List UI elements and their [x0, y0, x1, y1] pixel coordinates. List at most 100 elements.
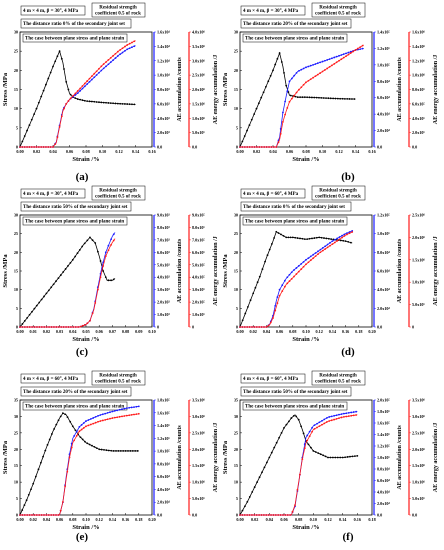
stress-point [246, 129, 248, 132]
y-tick-label: 30 [234, 30, 238, 35]
x-tick-label: 0.02 [30, 517, 37, 522]
ae_energy-point [60, 115, 63, 118]
ae_counts-point [114, 57, 117, 59]
ae_energy-point [28, 326, 31, 328]
plot-frame [19, 214, 153, 328]
ae-energy-tick-label: 0.0 [412, 145, 417, 150]
stress-point [250, 118, 253, 121]
ae_energy-point [40, 514, 43, 516]
ae-counts-tick-label: 5.0x10³ [157, 262, 171, 267]
stress-point [285, 84, 288, 87]
stress-point [306, 238, 309, 241]
ae_counts-point [309, 255, 312, 258]
panel-label: (a) [76, 171, 89, 183]
ae-counts-tick-label: 1.0x10⁵ [377, 231, 391, 236]
ae_energy-point [272, 514, 275, 516]
ae_energy-point [267, 514, 270, 516]
ae-counts-tick-label: 7.0x10³ [157, 237, 171, 242]
ratio-text: The distance ratio 50% of the secondary … [243, 390, 348, 395]
ae_counts-point [336, 237, 339, 240]
panel-a: 4 m × 4 m, β = 30°, 4 MPa Residual streng… [2, 2, 219, 183]
stress-point [83, 242, 86, 245]
info-box [240, 5, 306, 16]
x-tick-label: 0.18 [368, 517, 375, 522]
ae_counts-point [88, 80, 91, 83]
ae_counts-point [86, 83, 89, 85]
stress-point [55, 423, 58, 426]
x-tick-label: 0.02 [33, 149, 40, 154]
ae_energy-point [255, 326, 258, 328]
stress-point [313, 237, 316, 239]
ae_energy-point [270, 146, 273, 148]
ae_counts-point [345, 412, 348, 415]
ae_energy-point [265, 146, 268, 148]
stress-point [270, 451, 273, 454]
ae_energy-point [265, 326, 268, 328]
y-tick-label: 20 [234, 250, 238, 255]
ae_energy-point [340, 58, 343, 61]
ae_energy-point [94, 302, 97, 304]
ae_energy-point [286, 107, 289, 109]
ae_energy-point [303, 447, 306, 450]
ae_counts-point [110, 238, 112, 241]
stress-point [123, 103, 126, 105]
stress-point [318, 236, 321, 239]
ae-energy-tick-label: 9.0x10⁵ [192, 213, 206, 218]
ae_counts-point [320, 419, 323, 422]
ae-counts-axis-label: AE accumulation /counts [177, 57, 183, 122]
ae-counts-tick-label: 1.2x10⁵ [377, 444, 391, 449]
ae_energy-point [42, 146, 45, 148]
info-box [20, 5, 86, 16]
ae_energy-point [356, 47, 359, 50]
stress-point [48, 438, 51, 441]
ae-energy-tick-label: 0 [192, 325, 194, 330]
ae_energy-point [274, 514, 277, 516]
ae_counts-point [300, 262, 303, 265]
x-tick-label: 0.10 [82, 517, 89, 522]
ae-energy-axis-label: AE energy accumulation /J [213, 236, 219, 306]
stress-point [299, 96, 302, 99]
stress-point [268, 456, 271, 459]
stress-point [128, 103, 131, 106]
ae_counts-point [112, 59, 115, 62]
ae_energy-point [107, 249, 110, 252]
stress-point [301, 237, 304, 240]
ae-energy-tick-label: 5.0x10⁵ [192, 262, 206, 267]
ae_energy-point [312, 257, 315, 260]
stress-point [334, 456, 337, 459]
stress-point [37, 468, 40, 471]
ae_energy-point [330, 419, 333, 422]
ae_counts-point [318, 421, 321, 424]
stress-point [296, 96, 299, 99]
y-tick-label: 20 [14, 68, 18, 73]
ae_energy-point [239, 326, 241, 328]
ae_energy-point [67, 326, 70, 328]
y-tick-label: 0 [236, 513, 238, 518]
ae_counts-point [319, 61, 322, 64]
info-header: 4 m × 4 m, β = 60°, 4 MPa Residual streng… [240, 370, 366, 411]
stress-point [258, 476, 261, 479]
ae_energy-point [308, 435, 311, 438]
stress-point [45, 292, 48, 295]
stress-point [289, 94, 292, 97]
ae_energy-point [270, 514, 272, 516]
ae_energy-point [305, 263, 307, 266]
ae_counts-point [85, 420, 87, 422]
ae_counts-point [100, 69, 103, 72]
ae_energy-point [255, 514, 258, 516]
ae_energy-point [248, 514, 251, 516]
ae-counts-tick-label: 0 [157, 325, 159, 330]
ae_energy-point [326, 246, 329, 249]
ae_energy-point [286, 514, 289, 516]
stress-point [327, 456, 329, 459]
stress-point [44, 449, 47, 452]
ae-counts-tick-label: 2.0x10³ [157, 300, 171, 305]
ae_energy-point [301, 458, 304, 461]
stress-point [51, 433, 53, 435]
x-axis-label: Strain /% [292, 156, 319, 163]
ae_energy-point [243, 514, 246, 516]
ae-energy-tick-label: 5.0x10⁵ [412, 496, 426, 501]
residual-line-1: Residual strength [99, 374, 137, 379]
ae_counts-series [239, 229, 354, 328]
ae_energy-point [314, 255, 317, 258]
